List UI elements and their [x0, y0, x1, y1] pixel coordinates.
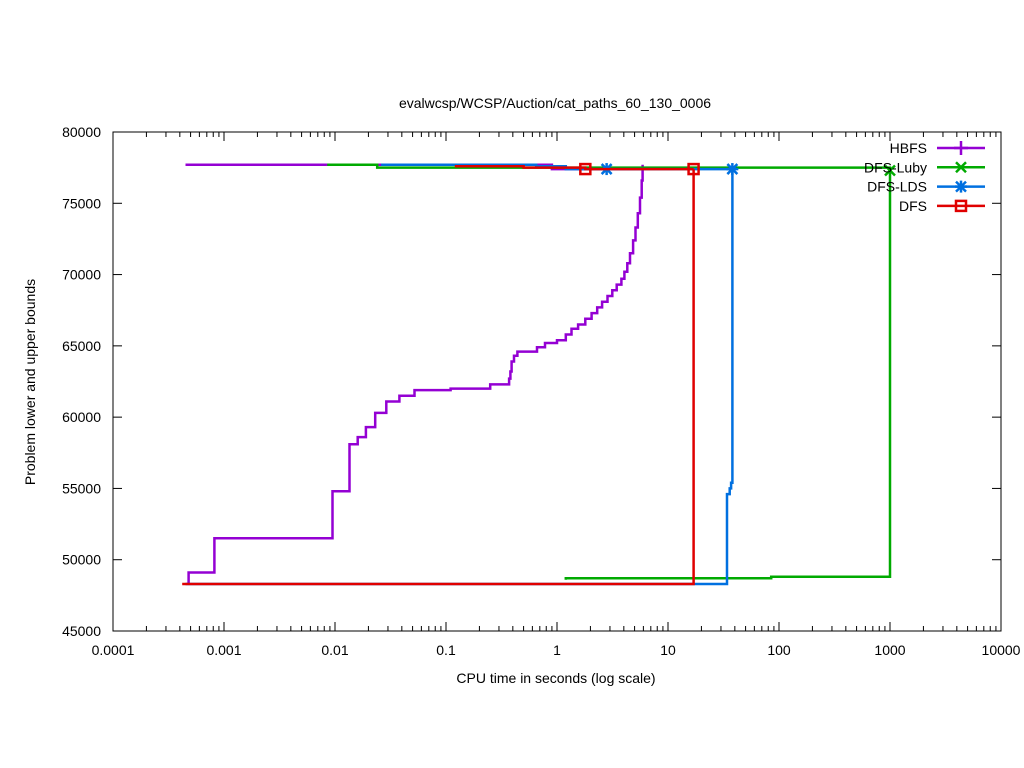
legend-marker-dfs-luby-stroke — [955, 161, 967, 174]
legend-marker-dfs-square — [954, 199, 968, 213]
series-dfs-luby-lower-line — [564, 170, 892, 580]
series-dfs-lower-line — [182, 169, 695, 586]
series-dfs-point-1-square — [687, 162, 700, 176]
legend-marker-dfs — [954, 199, 968, 213]
legend: HBFS DFS-Luby DFS-LDS DFS — [864, 140, 985, 214]
y-tick-label: 80000 — [62, 124, 101, 140]
series-hbfs-lower-line — [187, 164, 644, 584]
x-tick-label: 0.0001 — [92, 642, 135, 658]
legend-label-hbfs: HBFS — [890, 140, 927, 156]
y-tick-label: 60000 — [62, 409, 101, 425]
series-dfs-lds-lower-line — [185, 169, 734, 586]
y-tick-label: 45000 — [62, 623, 101, 639]
series-dfs-luby-upper-line — [327, 163, 892, 171]
axes: 0.0001 0.001 0.01 0.1 1 10 100 1000 10000 45000 50… — [62, 124, 1021, 658]
plot-lines — [182, 162, 896, 586]
y-axis-label: Problem lower and upper bounds — [22, 279, 38, 485]
y-tick-label: 50000 — [62, 552, 101, 568]
series-dfs-lds-point-1 — [726, 163, 739, 176]
legend-marker-dfs-lds — [955, 180, 967, 193]
series-dfs-point-0 — [579, 162, 592, 176]
x-tick-label: 1 — [553, 642, 561, 658]
legend-label-dfs-lds: DFS-LDS — [867, 179, 927, 195]
x-tick-label: 100 — [767, 642, 791, 658]
x-tick-label: 0.1 — [436, 642, 456, 658]
x-tick-label: 10000 — [982, 642, 1021, 658]
series-dfs-luby-point-0 — [884, 164, 896, 177]
series-dfs-luby-point-0-stroke — [884, 164, 896, 177]
chart-title: evalwcsp/WCSP/Auction/cat_paths_60_130_0… — [399, 95, 711, 111]
y-tick-label: 65000 — [62, 338, 101, 354]
legend-label-dfs-luby: DFS-Luby — [864, 159, 927, 175]
legend-marker-hbfs — [954, 141, 968, 155]
series-dfs-upper-line — [454, 164, 694, 171]
legend-marker-dfs-luby — [955, 161, 967, 174]
y-tick-label: 55000 — [62, 480, 101, 496]
x-tick-label: 0.01 — [321, 642, 348, 658]
x-tick-label: 1000 — [874, 642, 905, 658]
legend-label-dfs: DFS — [899, 198, 927, 214]
y-tick-label: 75000 — [62, 195, 101, 211]
series-dfs-point-0-square — [579, 162, 592, 176]
series-dfs-point-1 — [687, 162, 700, 176]
x-tick-label: 0.001 — [206, 642, 241, 658]
y-tick-label: 70000 — [62, 267, 101, 283]
x-tick-label: 10 — [660, 642, 676, 658]
x-axis-label: CPU time in seconds (log scale) — [456, 670, 655, 686]
